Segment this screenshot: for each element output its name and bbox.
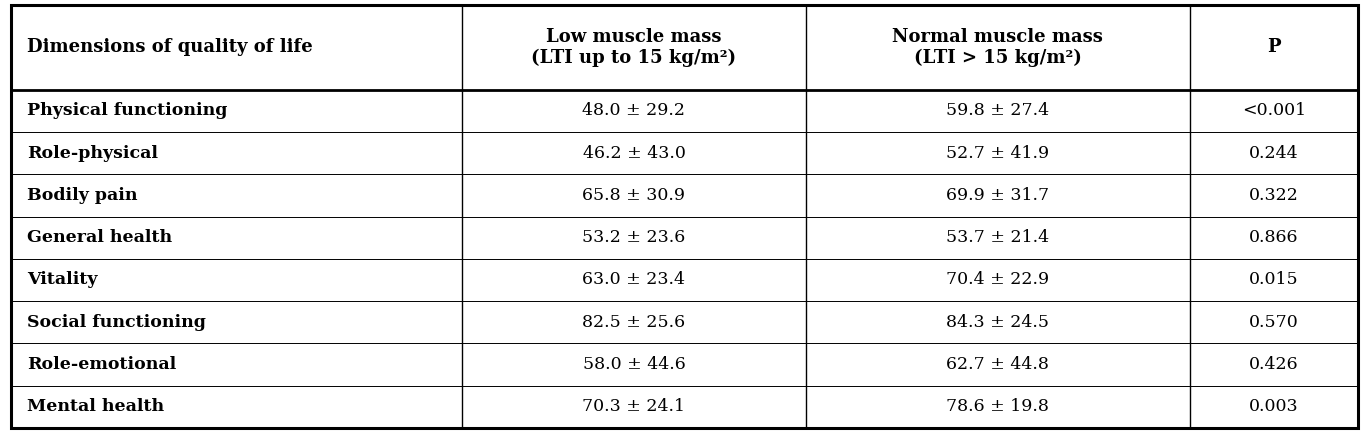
Text: Vitality: Vitality — [27, 271, 97, 288]
Text: 70.4 ± 22.9: 70.4 ± 22.9 — [946, 271, 1049, 288]
Text: Role-emotional: Role-emotional — [27, 356, 177, 373]
Text: 84.3 ± 24.5: 84.3 ± 24.5 — [946, 313, 1049, 331]
Text: Dimensions of quality of life: Dimensions of quality of life — [27, 39, 314, 56]
Text: Mental health: Mental health — [27, 398, 164, 415]
Text: 58.0 ± 44.6: 58.0 ± 44.6 — [583, 356, 686, 373]
Text: Social functioning: Social functioning — [27, 313, 207, 331]
Text: 0.570: 0.570 — [1249, 313, 1299, 331]
Text: General health: General health — [27, 229, 172, 246]
Text: Low muscle mass
(LTI up to 15 kg/m²): Low muscle mass (LTI up to 15 kg/m²) — [531, 28, 737, 67]
Text: 0.322: 0.322 — [1249, 187, 1299, 204]
Text: 0.244: 0.244 — [1249, 145, 1299, 162]
Text: 0.003: 0.003 — [1249, 398, 1299, 415]
Text: <0.001: <0.001 — [1242, 102, 1306, 120]
Text: 63.0 ± 23.4: 63.0 ± 23.4 — [582, 271, 686, 288]
Text: 0.866: 0.866 — [1249, 229, 1299, 246]
Text: Physical functioning: Physical functioning — [27, 102, 227, 120]
Text: 62.7 ± 44.8: 62.7 ± 44.8 — [946, 356, 1049, 373]
Text: 46.2 ± 43.0: 46.2 ± 43.0 — [583, 145, 686, 162]
Text: P: P — [1268, 39, 1280, 56]
Text: 59.8 ± 27.4: 59.8 ± 27.4 — [946, 102, 1049, 120]
Text: Bodily pain: Bodily pain — [27, 187, 138, 204]
Text: 65.8 ± 30.9: 65.8 ± 30.9 — [582, 187, 686, 204]
Text: 53.2 ± 23.6: 53.2 ± 23.6 — [582, 229, 686, 246]
Text: 78.6 ± 19.8: 78.6 ± 19.8 — [946, 398, 1049, 415]
Text: Role-physical: Role-physical — [27, 145, 159, 162]
Text: Normal muscle mass
(LTI > 15 kg/m²): Normal muscle mass (LTI > 15 kg/m²) — [893, 28, 1103, 67]
Text: 70.3 ± 24.1: 70.3 ± 24.1 — [582, 398, 686, 415]
Text: 69.9 ± 31.7: 69.9 ± 31.7 — [946, 187, 1049, 204]
Text: 0.015: 0.015 — [1249, 271, 1299, 288]
Text: 52.7 ± 41.9: 52.7 ± 41.9 — [946, 145, 1049, 162]
Text: 48.0 ± 29.2: 48.0 ± 29.2 — [582, 102, 686, 120]
Text: 53.7 ± 21.4: 53.7 ± 21.4 — [946, 229, 1049, 246]
Text: 82.5 ± 25.6: 82.5 ± 25.6 — [582, 313, 686, 331]
Text: 0.426: 0.426 — [1249, 356, 1299, 373]
